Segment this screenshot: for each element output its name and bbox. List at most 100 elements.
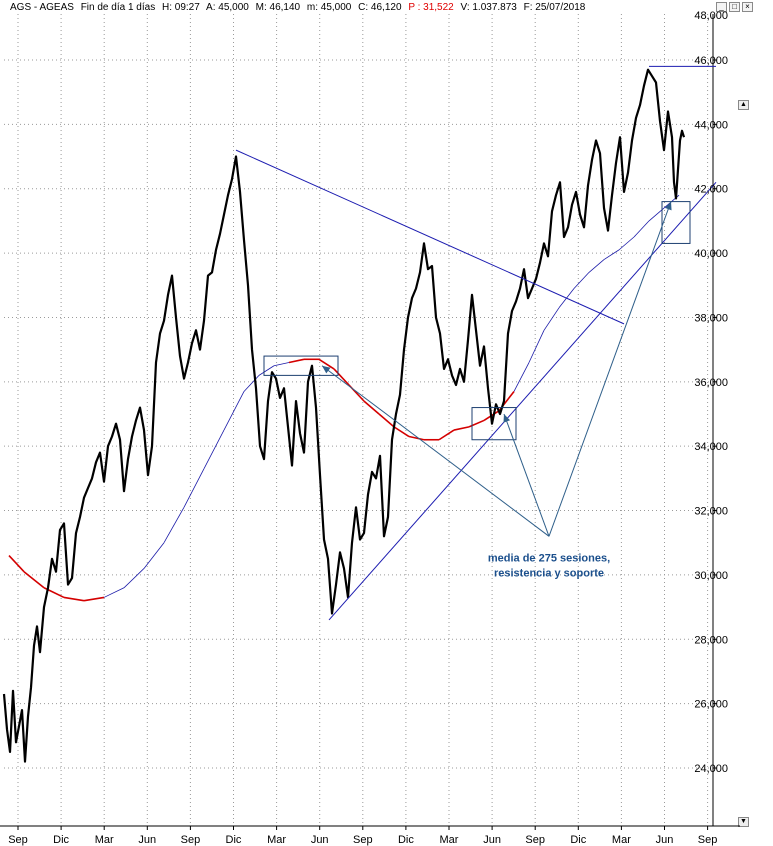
moving-average-segment [83, 596, 105, 602]
x-tick-label: Sep [8, 834, 28, 846]
moving-average-segment [453, 426, 470, 431]
moving-average-segment [123, 568, 145, 589]
x-tick-label: Mar [267, 834, 286, 846]
volume-label: V: 1.037.873 [460, 2, 517, 13]
x-axis: Sep Dic Mar Jun Sep Dic Mar Jun Sep Dic Mar Jun Sep D… [8, 826, 717, 846]
price-line [2, 68, 686, 763]
moving-average-segment [63, 596, 85, 602]
moving-average-segment [378, 413, 395, 428]
moving-average-segment [103, 587, 125, 598]
scroll-up-icon[interactable]: ▲ [738, 100, 749, 110]
percent-label: P : 31,522 [408, 2, 454, 13]
moving-average-segment [23, 571, 45, 589]
highlight-box [471, 407, 517, 441]
scroll-down-icon[interactable]: ▼ [738, 817, 749, 827]
x-tick-label: Mar [612, 834, 631, 846]
moving-average-segment [588, 259, 605, 273]
date-label: F: 25/07/2018 [523, 2, 586, 13]
y-tick-label: 24,000 [694, 763, 728, 775]
moving-average-segment [468, 419, 485, 428]
trendline-layer [235, 65, 717, 621]
moving-average-segment [163, 507, 185, 543]
y-tick-label: 46,000 [694, 55, 728, 67]
moving-average-segment [203, 429, 225, 469]
vertical-scrollbar[interactable]: ▲ ▼ [738, 12, 749, 827]
moving-average-segment [573, 272, 590, 289]
moving-average-segment [528, 330, 545, 363]
y-tick-label: 26,000 [694, 699, 728, 711]
y-tick-label: 32,000 [694, 506, 728, 518]
moving-average-segment [143, 542, 165, 569]
x-tick-label: Mar [440, 834, 459, 846]
moving-average-segment [618, 236, 635, 251]
moving-average-layer [8, 194, 680, 602]
time-label: H: 09:27 [161, 2, 200, 13]
annotation-arrowhead [322, 365, 331, 374]
y-tick-label: 36,000 [694, 377, 728, 389]
moving-average-segment [363, 400, 380, 415]
close-button[interactable]: × [742, 2, 753, 12]
y-tick-label: 44,000 [694, 119, 728, 131]
moving-average-segment [243, 375, 260, 392]
x-tick-label: Jun [311, 834, 329, 846]
moving-average-segment [393, 426, 410, 438]
y-axis: 48,000 46,000 44,000 42,000 40,000 38,000 36,… [694, 10, 728, 775]
annotation-arrow-line [321, 365, 550, 537]
moving-average-segment [603, 249, 620, 260]
moving-average-segment [333, 368, 350, 386]
y-tick-label: 38,000 [694, 312, 728, 324]
annotation-arrowhead [503, 414, 511, 423]
moving-average-segment [513, 362, 530, 392]
y-tick-label-top: 48,000 [694, 10, 728, 22]
x-tick-label: Sep [698, 834, 718, 846]
highlight-box [263, 355, 339, 376]
low-label: m: 45,000 [306, 2, 352, 13]
y-tick-label: 42,000 [694, 184, 728, 196]
x-tick-label: Sep [181, 834, 201, 846]
annotation-arrow-line [503, 413, 550, 537]
x-tick-label: Dic [226, 834, 242, 846]
moving-average-segment [258, 365, 275, 376]
highlight-box [661, 201, 691, 244]
moving-average-segment [273, 362, 290, 367]
moving-average-segment [543, 307, 560, 331]
x-tick-label: Sep [353, 834, 373, 846]
annotation-layer: media de 275 sesiones, resistencia y sopo… [321, 201, 672, 579]
x-tick-label: Jun [483, 834, 501, 846]
moving-average-segment [288, 358, 305, 364]
x-tick-label: Jun [138, 834, 156, 846]
x-tick-label: Dic [570, 834, 586, 846]
moving-average-segment [633, 220, 650, 238]
annotation-text: resistencia y soporte [494, 567, 604, 579]
box-layer [263, 201, 691, 441]
y-tick-label: 40,000 [694, 248, 728, 260]
price-layer [2, 68, 686, 763]
moving-average-segment [8, 555, 25, 573]
chart-header: AGS - AGEAS Fin de día 1 días H: 09:27 A… [0, 0, 740, 16]
maximize-button[interactable]: □ [729, 2, 740, 12]
close-label: C: 46,120 [358, 2, 402, 13]
moving-average-segment [318, 358, 335, 370]
high-label: M: 46,140 [255, 2, 301, 13]
x-tick-label: Jun [656, 834, 674, 846]
trendline [235, 149, 625, 325]
moving-average-segment [408, 435, 425, 441]
y-tick-label: 28,000 [694, 634, 728, 646]
x-tick-label: Sep [525, 834, 545, 846]
annotation-arrow-line [548, 201, 672, 537]
x-tick-label: Dic [53, 834, 69, 846]
moving-average-segment [183, 468, 205, 508]
annotation-text: media de 275 sesiones, [488, 552, 610, 564]
period-label: Fin de día 1 días [80, 2, 156, 13]
x-tick-label: Dic [398, 834, 414, 846]
open-label: A: 45,000 [206, 2, 249, 13]
moving-average-segment [223, 391, 245, 431]
annotation-arrowhead [664, 201, 672, 211]
moving-average-segment [438, 429, 455, 441]
y-tick-label: 30,000 [694, 570, 728, 582]
symbol-label: AGS - AGEAS [10, 2, 74, 13]
x-tick-label: Mar [95, 834, 114, 846]
minimize-button[interactable]: _ [716, 2, 727, 12]
grid-lines [0, 14, 740, 827]
